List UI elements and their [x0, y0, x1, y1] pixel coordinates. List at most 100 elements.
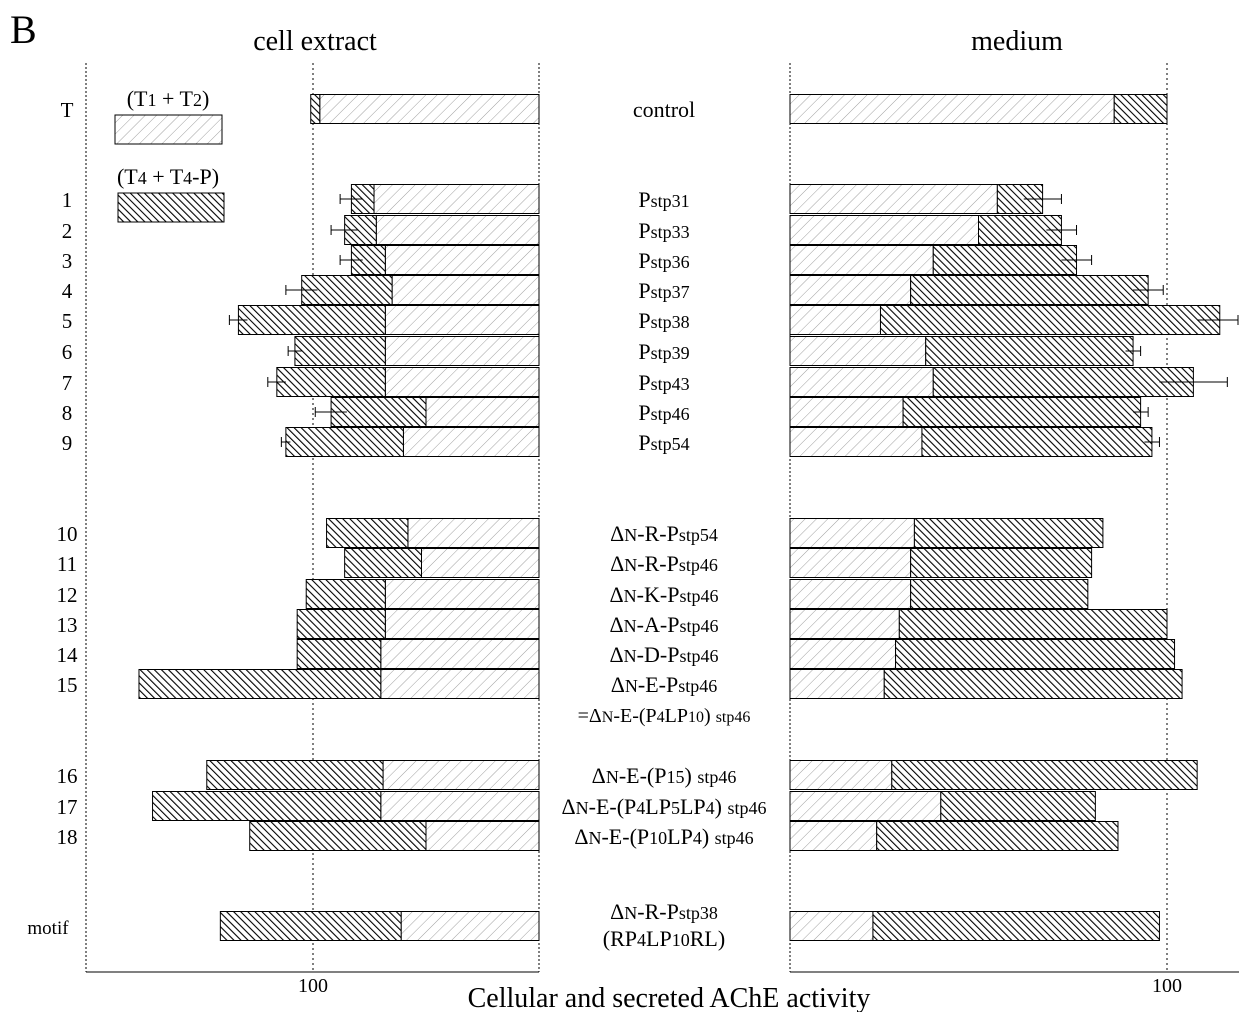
- row-id: 10: [57, 522, 78, 546]
- row-id: 2: [62, 219, 73, 243]
- row-label: control: [633, 97, 695, 122]
- bar-light-left: [380, 791, 540, 821]
- bar-dense-right: [921, 427, 1153, 457]
- bar-light-right: [789, 669, 885, 699]
- left-tick-label: 100: [298, 975, 328, 997]
- bar-light-left: [407, 518, 540, 548]
- row-label: ΔN-D-Pstp46: [610, 642, 719, 667]
- bar-dense-right: [895, 639, 1176, 669]
- bar-light-left: [384, 609, 540, 639]
- bar-light-left: [384, 336, 540, 366]
- bar-light-left: [425, 397, 540, 427]
- row-label: ΔN-E-(P10LP4) stp46: [574, 824, 753, 849]
- bar-light-right: [789, 760, 893, 790]
- bar-light-right: [789, 245, 934, 275]
- bar-dense-right: [910, 579, 1089, 609]
- bar-dense-left: [296, 639, 382, 669]
- bar-light-left: [382, 760, 540, 790]
- bar-dense-left: [296, 609, 386, 639]
- bar-light-right: [789, 367, 934, 397]
- bar-dense-left: [344, 548, 422, 578]
- row-label: ΔN-E-(P15) stp46: [592, 763, 737, 788]
- bar-light-right: [789, 821, 878, 851]
- bar-dense-right: [902, 397, 1142, 427]
- bar-light-right: [789, 215, 979, 245]
- row-label: Pstp37: [638, 278, 689, 303]
- bar-light-right: [789, 94, 1115, 124]
- motif-sequence-label: (RP4LP10RL): [603, 926, 725, 951]
- bar-light-right: [789, 427, 923, 457]
- bar-dense-right: [891, 760, 1198, 790]
- bar-dense-right: [940, 791, 1096, 821]
- bar-light-left: [373, 184, 540, 214]
- row-id: 18: [57, 825, 78, 849]
- legend-label-light: (T1 + T2): [127, 86, 210, 111]
- bar-dense-right: [932, 245, 1078, 275]
- bar-light-right: [789, 639, 897, 669]
- row-label: ΔN-R-Pstp46: [610, 551, 718, 576]
- left-panel-title: cell extract: [253, 26, 377, 57]
- bar-light-left: [384, 245, 540, 275]
- bar-light-left: [425, 821, 540, 851]
- medium-panel: medium 100: [789, 26, 1239, 997]
- bar-dense-left: [310, 94, 321, 124]
- bar-light-right: [789, 911, 874, 941]
- row-id: 15: [57, 673, 78, 697]
- bar-light-right: [789, 275, 912, 305]
- bar-dense-left: [294, 336, 386, 366]
- bar-light-left: [391, 275, 540, 305]
- bar-light-left: [400, 911, 540, 941]
- bar-light-right: [789, 548, 912, 578]
- bar-dense-right: [932, 367, 1194, 397]
- bar-light-left: [319, 94, 540, 124]
- row-id: 3: [62, 249, 73, 273]
- panel-letter: B: [10, 7, 37, 52]
- row-label: ΔN-A-Pstp46: [610, 612, 719, 637]
- row-id: 16: [57, 764, 78, 788]
- row-id: 13: [57, 613, 78, 637]
- right-tick-label: 100: [1152, 975, 1182, 997]
- row-id: motif: [27, 918, 69, 939]
- bar-light-right: [789, 305, 881, 335]
- bar-light-left: [380, 669, 540, 699]
- bar-light-left: [402, 427, 540, 457]
- bar-dense-left: [206, 760, 384, 790]
- row-label: ΔN-E-(P4LP5LP4) stp46: [561, 794, 766, 819]
- bar-light-left: [380, 639, 540, 669]
- bar-dense-left: [276, 367, 386, 397]
- row-id: 5: [62, 309, 73, 333]
- bar-light-left: [384, 305, 540, 335]
- bar-light-left: [384, 367, 540, 397]
- legend: (T1 + T2) (T4 + T4-P): [114, 86, 225, 223]
- row-label: Pstp36: [638, 248, 689, 273]
- bar-dense-right: [1113, 94, 1168, 124]
- bar-light-left: [375, 215, 540, 245]
- row-label: ΔN-K-Pstp46: [610, 582, 719, 607]
- row-id: 14: [57, 643, 79, 667]
- legend-label-dense: (T4 + T4-P): [117, 164, 219, 189]
- bar-dense-left: [249, 821, 427, 851]
- legend-swatch-light: [114, 114, 223, 145]
- row-label: Pstp43: [638, 370, 689, 395]
- bar-dense-right: [925, 336, 1134, 366]
- row-label: Pstp54: [638, 430, 689, 455]
- row-id: 8: [62, 401, 73, 425]
- legend-swatch-dense: [117, 192, 225, 223]
- bar-light-right: [789, 791, 942, 821]
- bar-dense-right: [872, 911, 1160, 941]
- row-id: 1: [62, 188, 73, 212]
- bar-dense-right: [910, 275, 1149, 305]
- bar-dense-left: [237, 305, 386, 335]
- bar-dense-right: [883, 669, 1183, 699]
- row-label: Pstp33: [638, 218, 689, 243]
- row-id: 7: [62, 371, 73, 395]
- row-label: ΔN-E-Pstp46: [611, 672, 718, 697]
- row-id: 11: [57, 552, 77, 576]
- row-label: Pstp39: [638, 339, 689, 364]
- row-label: ΔN-R-Pstp54: [610, 521, 718, 546]
- row-label: Pstp31: [638, 187, 689, 212]
- x-axis-label: Cellular and secreted AChE activity: [468, 983, 871, 1012]
- bar-dense-left: [152, 791, 382, 821]
- bar-light-right: [789, 579, 912, 609]
